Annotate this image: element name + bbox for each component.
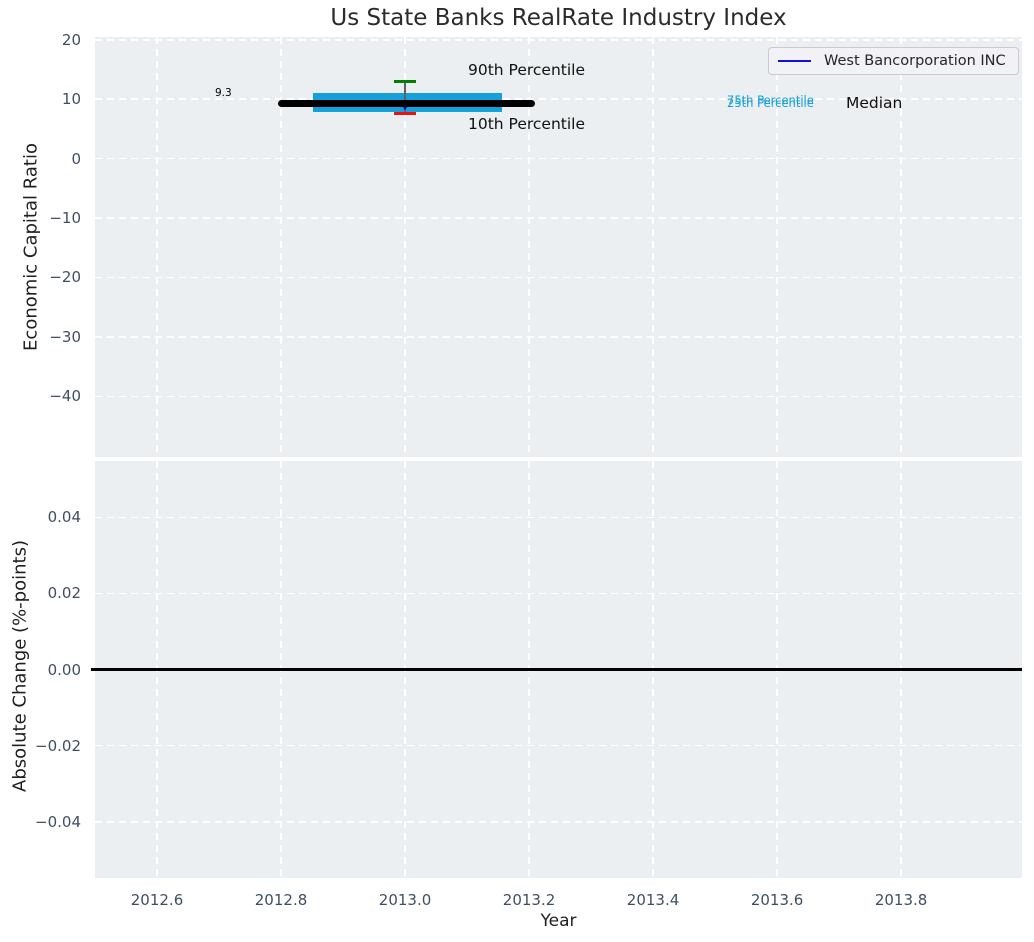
x-tick-label: 2013.8 [874, 891, 928, 909]
zero-line [91, 668, 1022, 671]
legend: West Bancorporation INC [768, 47, 1019, 75]
gridline [652, 37, 654, 457]
legend-label: West Bancorporation INC [824, 53, 1006, 69]
p90-cap-line [393, 79, 417, 83]
y-tick-label: 10 [61, 90, 81, 109]
legend-line-swatch [778, 60, 811, 62]
gridline [404, 37, 406, 457]
x-tick-label: 2012.6 [130, 891, 184, 909]
annotation-median: Median [846, 94, 903, 112]
p10-cap-line [393, 112, 417, 116]
annotation-90th-percentile: 90th Percentile [468, 61, 586, 79]
annotation-10th-percentile: 10th Percentile [468, 115, 586, 133]
gridline [95, 592, 1022, 595]
y-tick-label: −0.02 [35, 736, 81, 755]
y-tick-label: −10 [49, 209, 81, 228]
y-tick-label: 0.02 [47, 584, 81, 603]
annotation-75th-percentile: 75th Percentile [727, 93, 814, 107]
gridline [95, 336, 1022, 338]
annotation-25th-percentile: 25th Percentile [727, 96, 814, 110]
y-tick-label: −0.04 [35, 812, 81, 831]
y-tick-label: 0.00 [47, 660, 81, 679]
y-tick-label: 0 [71, 149, 81, 168]
gridline [900, 37, 902, 457]
gridline [95, 157, 1022, 160]
x-tick-label: 2013.4 [626, 891, 680, 909]
x-tick-label: 2013.2 [502, 891, 556, 909]
median-line [277, 99, 536, 107]
annotation-value-label: 9.3 [215, 87, 232, 99]
gridline [156, 37, 158, 457]
gridline [95, 98, 1022, 100]
x-tick-label: 2013.6 [750, 891, 804, 909]
gridline [95, 516, 1022, 519]
whisker-line [404, 81, 406, 114]
y-tick-label: −40 [49, 387, 81, 406]
x-tick-label: 2012.8 [254, 891, 308, 909]
gridline [95, 217, 1022, 219]
x-tick-label: 2013.0 [378, 891, 432, 909]
gridline [280, 37, 282, 457]
top-axes [95, 37, 1022, 457]
gridline [776, 37, 778, 457]
y-tick-label: 0.04 [47, 508, 81, 527]
y-tick-label: −20 [49, 268, 81, 287]
gridline [95, 820, 1022, 823]
gridline [95, 38, 1022, 41]
gridline [95, 276, 1022, 279]
gridline [528, 37, 530, 457]
gridline [95, 395, 1022, 398]
y-tick-label: 20 [61, 30, 81, 49]
gridline [95, 744, 1022, 747]
y-tick-label: −30 [49, 327, 81, 346]
chart-title: Us State Banks RealRate Industry Index [330, 5, 787, 31]
top-y-axis-label: Economic Capital Ratio [20, 143, 42, 351]
x-axis-label: Year [540, 911, 577, 931]
